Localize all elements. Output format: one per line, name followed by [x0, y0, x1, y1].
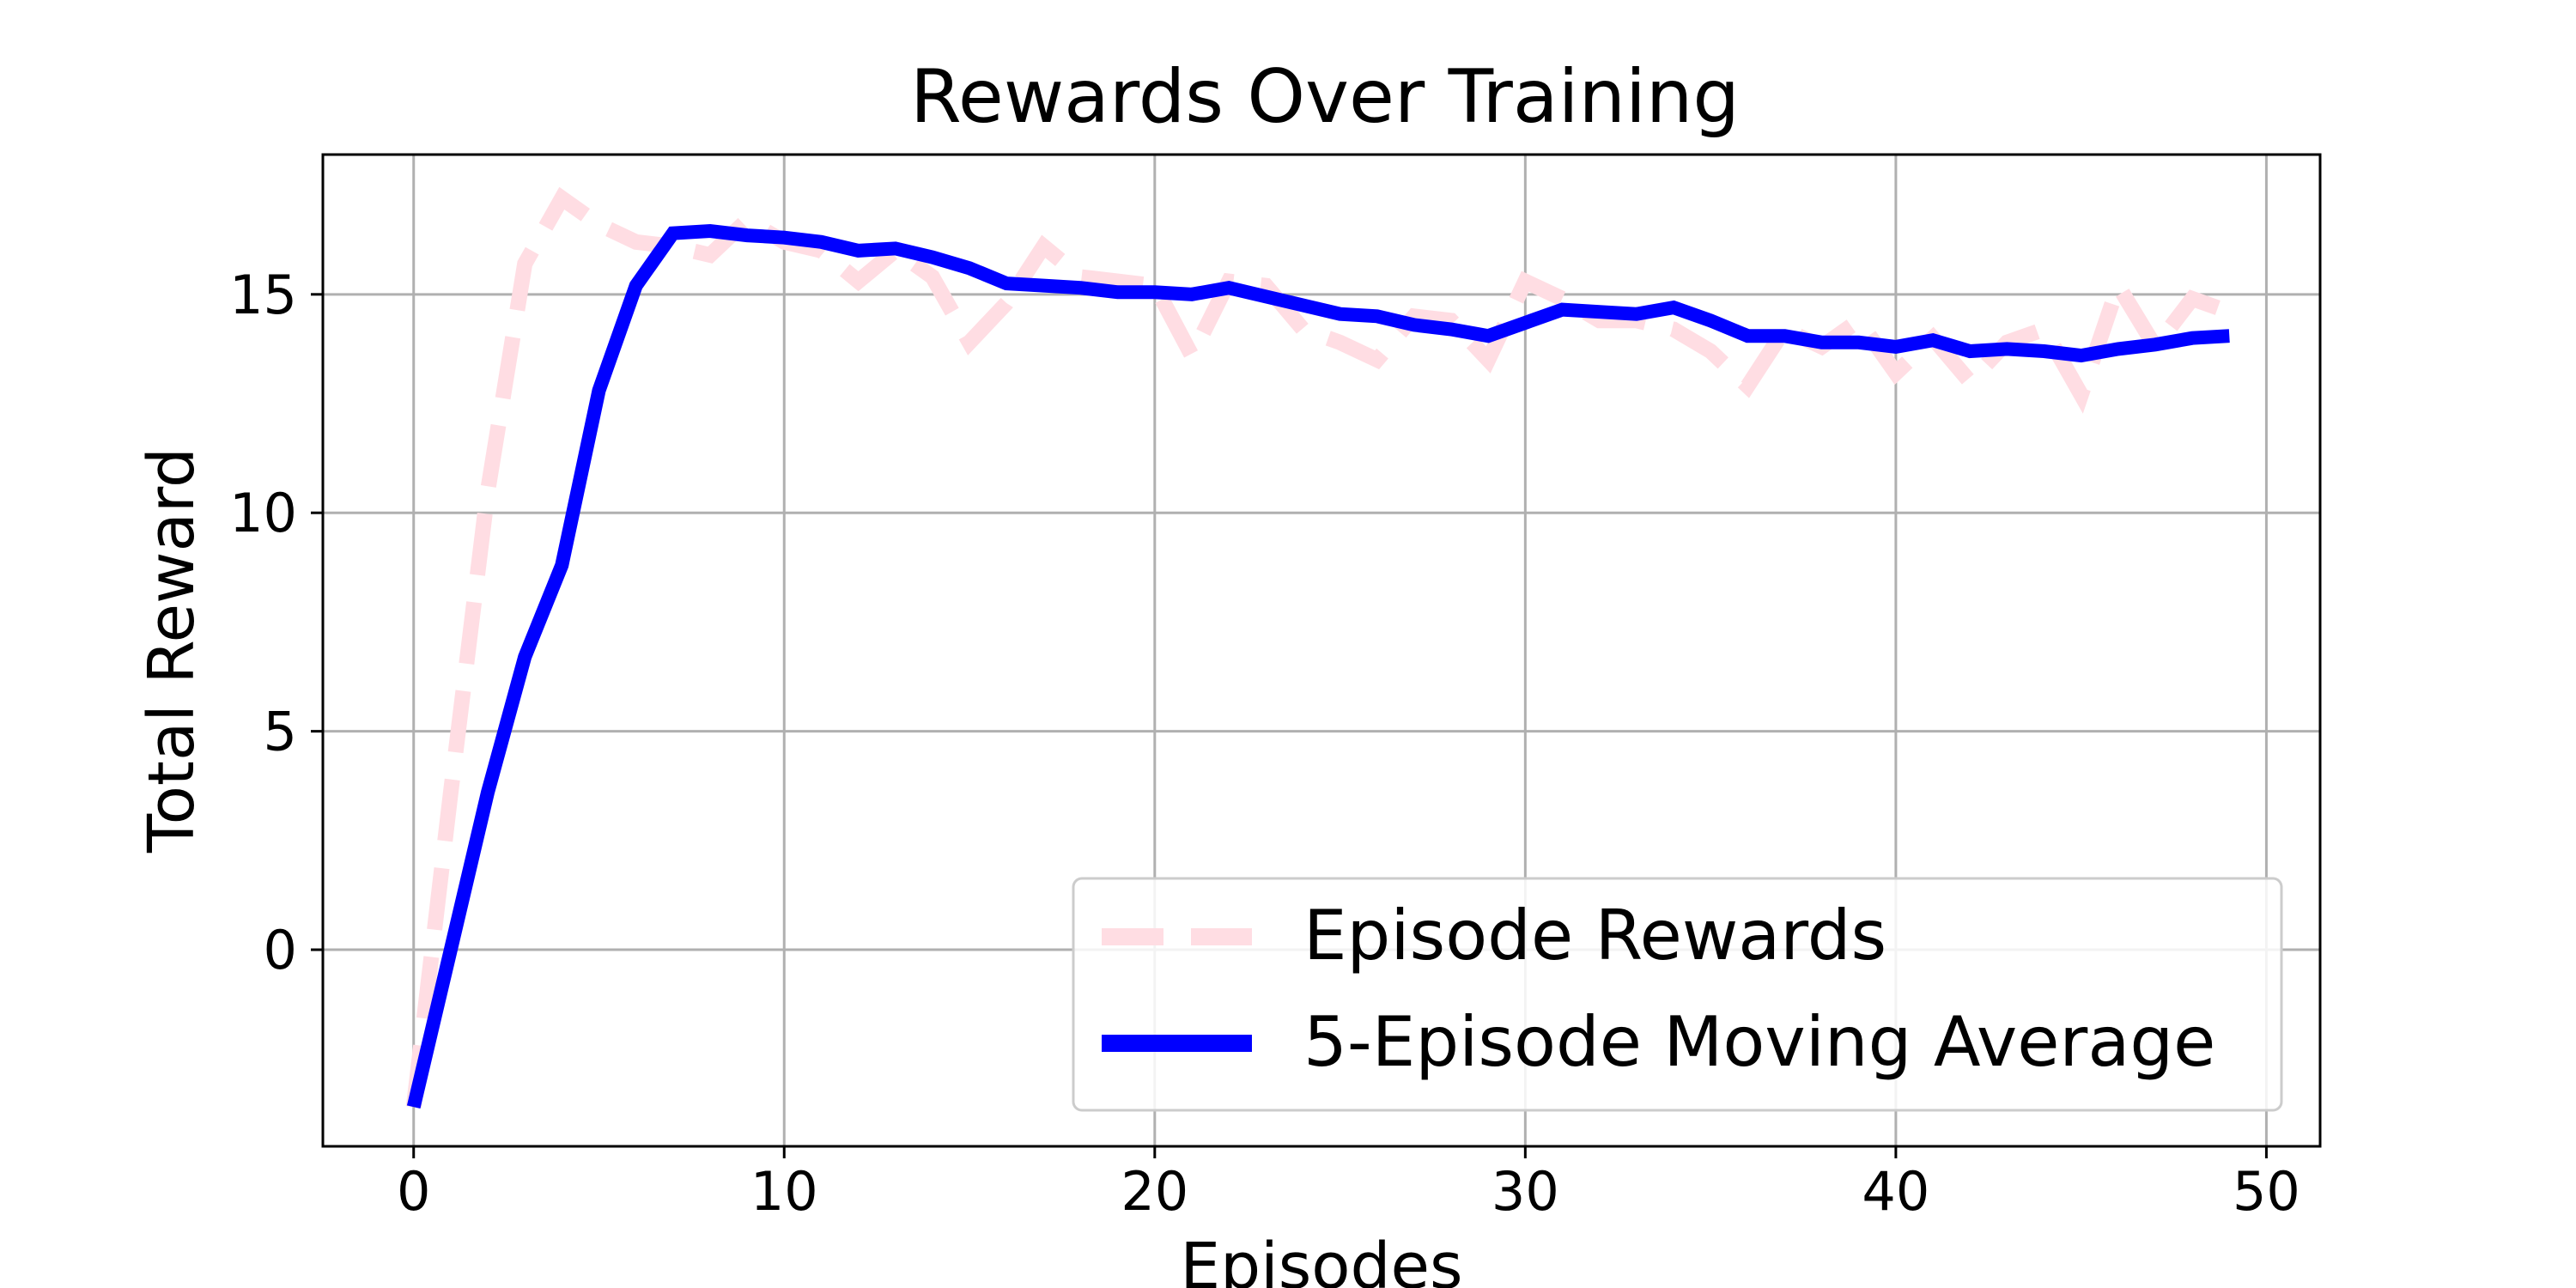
x-tick-label: 10 — [750, 1160, 818, 1223]
legend-box — [1072, 877, 2283, 1112]
legend: Episode Rewards 5-Episode Moving Average — [1072, 877, 2283, 1112]
series-layer — [405, 186, 2233, 1109]
plot-area-frame — [321, 153, 2322, 1148]
y-tick-label: 15 — [229, 264, 297, 326]
y-axis-ticks: 0 5 10 15 — [229, 264, 323, 981]
x-tick-label: 30 — [1492, 1160, 1559, 1223]
x-tick-label: 50 — [2233, 1160, 2300, 1223]
y-tick-label: 10 — [229, 482, 297, 544]
legend-label-episode-rewards: Episode Rewards — [1303, 896, 1886, 975]
legend-label-moving-average: 5-Episode Moving Average — [1303, 1002, 2215, 1082]
x-tick-label: 20 — [1121, 1160, 1188, 1223]
episode-rewards-line — [405, 186, 2233, 1109]
chart-title: Rewards Over Training — [910, 54, 1740, 140]
x-axis-label: Episodes — [1180, 1230, 1462, 1288]
x-axis-ticks: 0 10 20 30 40 50 — [397, 1146, 2300, 1223]
y-tick-label: 0 — [264, 919, 297, 981]
moving-average-line — [406, 223, 2230, 1109]
y-axis-label: Total Reward — [135, 447, 209, 854]
x-tick-label: 40 — [1862, 1160, 1929, 1223]
x-tick-label: 0 — [397, 1160, 430, 1223]
y-tick-label: 5 — [264, 701, 297, 763]
